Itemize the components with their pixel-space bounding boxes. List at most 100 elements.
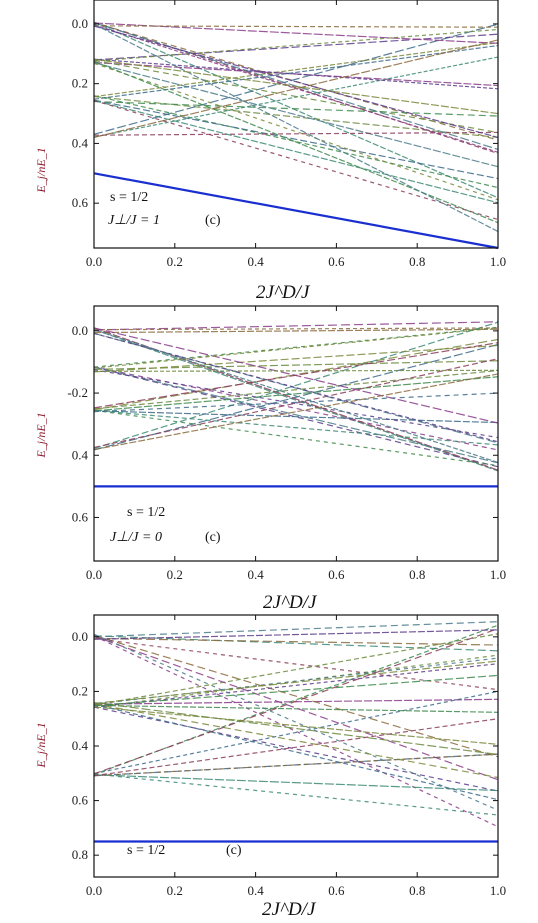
panel-top-excited-level-line	[94, 62, 498, 168]
panel-top-excited-level-line	[94, 95, 498, 189]
panel-bottom-excited-level-line	[94, 774, 498, 792]
panel-bottom-excited-level-line	[94, 674, 498, 707]
panel-top-x-tick-label: 1.0	[490, 254, 506, 269]
panel-top-x-tick-label: 0.8	[409, 254, 425, 269]
panel-top-excited-level-line	[94, 33, 498, 61]
panel-bottom-excited-level-line	[94, 629, 498, 640]
panel-bottom-spin-annotation: s = 1/2	[127, 843, 165, 858]
panel-middle-y-tick-label: 0.6	[72, 509, 89, 524]
panel-bottom-excited-levels	[94, 621, 498, 828]
panel-middle-excited-level-line	[94, 321, 498, 450]
panel-bottom-excited-level-line	[94, 773, 498, 816]
panel-top-excited-levels	[94, 21, 498, 233]
panel-top-excited-level-line	[94, 95, 498, 139]
panel-top-excited-level-line	[94, 58, 498, 90]
panel-middle-y-tick-label: -0.2	[67, 385, 88, 400]
panel-top-excited-level-line	[94, 100, 498, 117]
panel-top-excited-level-line	[94, 58, 498, 115]
panel-top-excited-level-line	[94, 23, 498, 233]
panel-bottom-excited-level-line	[94, 635, 498, 652]
panel-middle-x-tick-label: 0.2	[167, 567, 183, 582]
panel-bottom-excited-level-line	[94, 753, 498, 777]
panel-middle-excited-level-line	[94, 358, 498, 449]
panel-bottom-y-axis-label: E_j/nE_1	[34, 722, 48, 768]
panel-middle-excited-level-line	[94, 376, 498, 412]
panel-bottom-excited-level-line	[94, 621, 498, 638]
panel-bottom-x-axis-label: 2J^D/J	[262, 899, 317, 920]
panel-top-excited-level-line	[94, 23, 498, 135]
panel-bottom-x-tick-label: 1.0	[490, 883, 506, 898]
panel-middle: 0.0 0.2 0.4 0.6 0.8 1.00.0-0.20.40.6 s = 1/2 …	[34, 305, 506, 613]
panel-bottom-excited-level-line	[94, 633, 498, 811]
panel-top-y-tick-label: 0.0	[72, 16, 88, 31]
panel-middle-x-tick-label: 1.0	[490, 567, 506, 582]
panel-bottom-x-tick-label: 0.0	[86, 883, 102, 898]
panel-bottom-x-tick-label: 0.6	[328, 883, 345, 898]
panel-top-x-tick-label: 0.6	[328, 254, 345, 269]
panel-top-spin-annotation: s = 1/2	[110, 190, 148, 205]
panel-middle-excited-level-line	[94, 344, 498, 373]
panel-top-excited-level-line	[94, 24, 498, 153]
panel-top-excited-level-line	[94, 25, 498, 28]
panel-top-x-tick-label: 0.2	[167, 254, 183, 269]
panel-bottom-x-tick-label: 0.4	[247, 883, 264, 898]
panel-top-ground-state-line	[93, 172, 499, 250]
panel-top-excited-level-line	[94, 21, 498, 199]
panel-top-excited-level-line	[94, 28, 498, 62]
panel-top: 0.0 0.2 0.4 0.6 0.8 1.0 0.0 0.2 0.4 0.6 s = 1/2 J…	[34, 0, 506, 303]
panel-middle-excited-level-line	[94, 327, 498, 331]
panel-top-excited-level-line	[94, 21, 498, 154]
panel-top-excited-level-line	[94, 62, 498, 201]
panel-middle-excited-level-line	[94, 328, 498, 334]
panel-top-panel-label: (c)	[205, 213, 221, 228]
panel-middle-y-tick-label: 0.4	[72, 447, 89, 462]
panel-bottom-panel-label: (c)	[226, 843, 242, 858]
panel-top-excited-level-line	[94, 60, 498, 224]
panel-middle-excited-level-line	[94, 328, 498, 464]
panel-middle-spin-annotation: s = 1/2	[127, 505, 165, 520]
panel-bottom-y-tick-label: 0.4	[72, 738, 89, 753]
panel-middle-x-tick-label: 0.0	[86, 567, 102, 582]
panel-top-excited-level-line	[94, 99, 498, 204]
panel-middle-excited-level-line	[94, 327, 498, 369]
panel-middle-excited-level-line	[94, 342, 498, 409]
panel-middle-excited-level-line	[94, 321, 498, 331]
panel-middle-x-tick-label: 0.4	[247, 567, 264, 582]
panel-middle-excited-level-line	[94, 369, 498, 372]
panel-top-excited-level-line	[94, 25, 498, 139]
panel-top-y-tick-label: 0.6	[72, 195, 89, 210]
panel-bottom-excited-level-line	[94, 701, 498, 756]
panel-top-frame	[93, 0, 499, 249]
panel-middle-excited-level-line	[94, 338, 498, 411]
panel-top-excited-level-line	[94, 131, 498, 136]
panel-top-excited-level-line	[94, 99, 498, 180]
panel-middle-x-tick-label: 0.8	[409, 567, 425, 582]
panel-top-y-tick-label: 0.4	[72, 135, 89, 150]
panel-top-excited-level-line	[94, 61, 498, 87]
panel-bottom-excited-level-line	[94, 635, 498, 828]
panel-middle-excited-level-line	[94, 373, 498, 451]
panel-top-y-tick-label: 0.2	[72, 76, 88, 91]
panel-middle-excited-level-line	[94, 343, 498, 451]
panel-bottom-excited-level-line	[94, 690, 498, 775]
panel-middle-excited-levels	[94, 321, 498, 472]
panel-top-excited-level-line	[94, 39, 498, 138]
panel-middle-x-axis-label: 2J^D/J	[263, 592, 318, 613]
panel-bottom-excited-level-line	[94, 704, 498, 713]
panel-top-excited-level-line	[94, 44, 498, 100]
panel-middle-excited-level-line	[94, 410, 498, 424]
panel-bottom-excited-level-line	[94, 637, 498, 646]
panel-bottom-excited-level-line	[94, 637, 498, 691]
panel-top-excited-level-line	[94, 99, 498, 221]
panel-top-coupling-annotation: J⊥/J = 1	[108, 213, 160, 228]
panel-middle-excited-level-line	[94, 392, 498, 413]
panel-middle-excited-level-line	[94, 366, 498, 451]
panel-bottom-excited-level-line	[94, 633, 498, 706]
panel-bottom: 0.0 0.2 0.4 0.6 0.8 1.0 0.0 0.2 0.4 0.6 0.8 s = 1/…	[34, 614, 506, 920]
panel-bottom-excited-level-line	[94, 663, 498, 708]
panel-top-excited-level-line	[94, 59, 498, 134]
panel-middle-coupling-annotation: J⊥/J = 0	[110, 530, 162, 545]
panel-bottom-excited-level-line	[94, 634, 498, 758]
panel-middle-panel-label: (c)	[205, 530, 221, 545]
